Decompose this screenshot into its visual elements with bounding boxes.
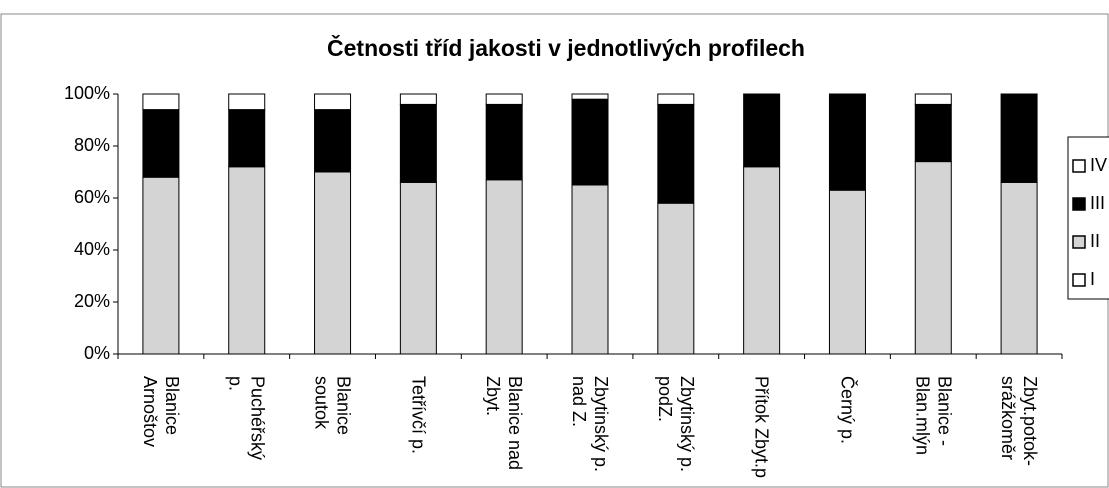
bar-segment <box>657 202 695 355</box>
x-tick-label: Zbytinský p. nad Z. <box>569 376 611 473</box>
x-tick-label: Blanice soutok <box>311 376 354 436</box>
bar-segment <box>657 93 695 105</box>
x-tick-label: Přítok Zbyt.p <box>751 376 772 479</box>
chart-title: Četnosti tříd jakosti v jednotlivých pro… <box>327 34 805 61</box>
bar-segment <box>828 189 866 355</box>
x-tick-label: Blanice - Blan.mlýn <box>912 376 955 456</box>
bar-segment <box>142 176 180 355</box>
bar-segment <box>485 179 523 355</box>
bar-segment <box>399 93 437 105</box>
x-tick-label: Zbytinský p. podZ. <box>654 376 697 473</box>
x-tick-label: Černý p. <box>837 376 858 445</box>
bar-segment <box>485 103 523 181</box>
bar-segment <box>657 103 695 204</box>
legend-swatch <box>1072 235 1086 249</box>
y-tick-label: 60% <box>74 187 110 207</box>
bar-segment <box>1000 181 1038 355</box>
legend-label: I <box>1090 269 1095 289</box>
y-tick-label: 100% <box>64 83 110 103</box>
bar-segment <box>399 181 437 355</box>
legend-swatch <box>1072 197 1086 211</box>
bar-segment <box>142 93 180 111</box>
bar-segment <box>228 166 266 355</box>
bar-segment <box>571 184 609 355</box>
bar-segment <box>314 93 352 111</box>
bar-segment <box>314 171 352 355</box>
y-tick-label: 40% <box>74 239 110 259</box>
bar-segment <box>743 93 781 168</box>
x-tick-label: Blanice Arnoštov <box>139 376 182 448</box>
bar-segment <box>142 109 180 178</box>
y-tick-label: 80% <box>74 135 110 155</box>
bar-segment <box>1000 93 1038 183</box>
bar-segment <box>914 93 952 105</box>
legend-swatch <box>1072 273 1086 287</box>
y-tick-label: 20% <box>74 291 110 311</box>
bar-segment <box>914 161 952 355</box>
bar-segment <box>571 98 609 186</box>
bar-segment <box>228 93 266 111</box>
bar-segment <box>914 103 952 163</box>
bar-segment <box>485 93 523 105</box>
bar-segment <box>399 103 437 183</box>
bar-segment <box>314 109 352 173</box>
y-tick-label: 0% <box>84 343 110 363</box>
bar-segment <box>828 93 866 191</box>
x-tick-label: Blanice nad Zbyt. <box>483 376 526 471</box>
legend-label: II <box>1090 231 1100 251</box>
x-tick-label: Tetřívčí p. <box>408 376 429 455</box>
legend-swatch <box>1072 159 1086 173</box>
bar-segment <box>743 166 781 355</box>
legend-label: IV <box>1090 155 1107 175</box>
bar-segment <box>228 109 266 168</box>
legend-label: III <box>1090 193 1105 213</box>
x-tick-label: Zbyt.potok-srážkoměr <box>998 376 1041 467</box>
bar-segment <box>571 93 609 100</box>
x-tick-label: Puchéřský p. <box>225 376 268 461</box>
